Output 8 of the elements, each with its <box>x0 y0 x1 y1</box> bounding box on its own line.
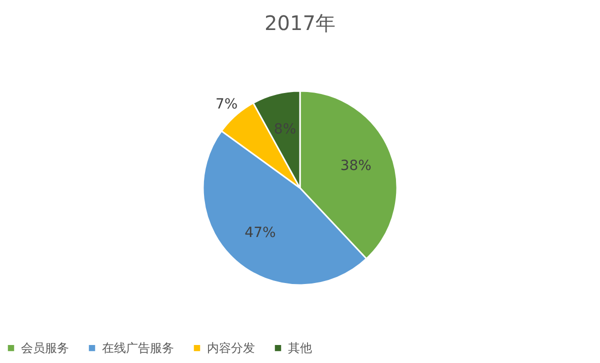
legend-label: 在线广告服务 <box>102 341 174 356</box>
data-label: 38% <box>340 158 372 174</box>
data-label: 7% <box>215 96 238 113</box>
legend-label: 会员服务 <box>21 341 69 356</box>
legend-label: 内容分发 <box>207 341 255 356</box>
chart-title: 2017年 <box>264 11 336 35</box>
data-label: 47% <box>244 225 276 242</box>
legend-label: 其他 <box>288 341 312 356</box>
